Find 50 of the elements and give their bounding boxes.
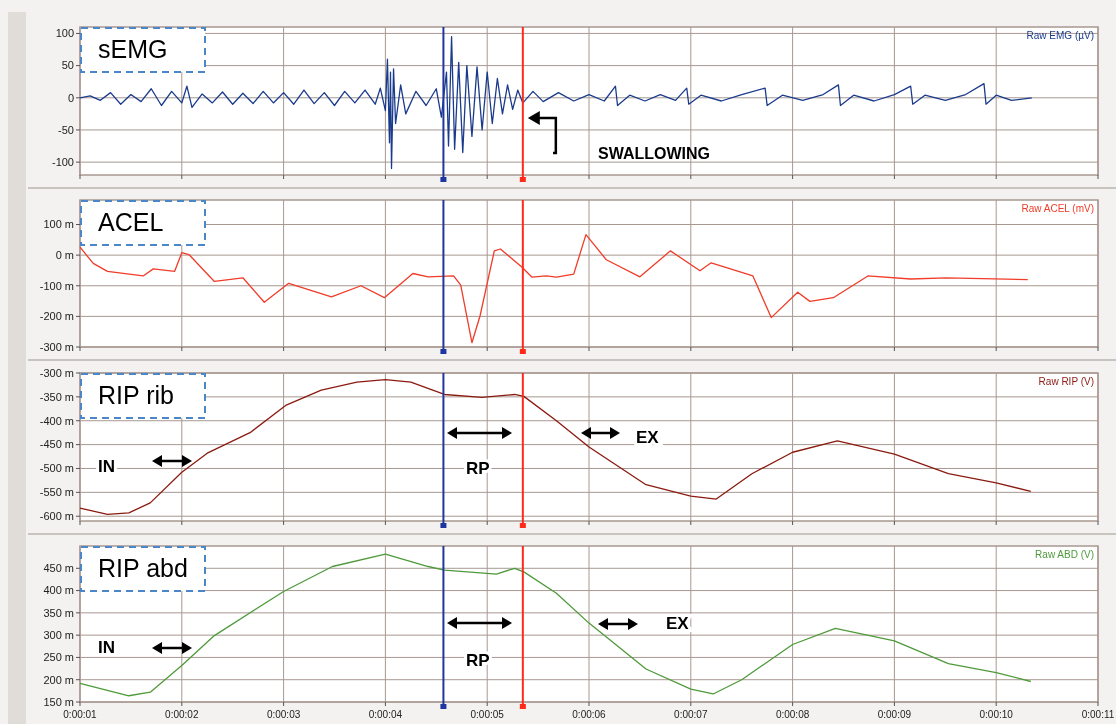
annotation: EX: [636, 428, 660, 447]
y-tick-label: -350 m: [39, 390, 74, 403]
x-tick-label: 0:00:05: [470, 709, 505, 720]
chart-title: sEMG: [98, 35, 168, 63]
y-tick-label: 150 m: [43, 695, 74, 708]
x-tick-label: 0:00:03: [266, 709, 301, 720]
x-tick-label: 0:00:06: [572, 709, 607, 720]
y-tick-label: 0 m: [55, 248, 74, 261]
y-tick-label: 100: [55, 27, 74, 40]
text: Raw RIP (V): [1038, 376, 1094, 387]
y-tick-label: 250 m: [43, 651, 74, 664]
y-tick-label: -200 m: [39, 310, 74, 323]
y-tick-label: -500 m: [39, 462, 74, 475]
y-tick-label: 0: [67, 91, 74, 104]
chart-title: RIP abd: [98, 554, 188, 582]
y-tick-label: 200 m: [43, 673, 74, 686]
y-tick-label: -550 m: [39, 486, 74, 499]
x-tick-label: 0:00:02: [165, 709, 199, 720]
x-tick-label: 0:00:10: [979, 709, 1014, 720]
annotation: EX: [666, 614, 690, 633]
x-tick-label: 0:00:11: [1081, 709, 1115, 720]
text: Raw ACEL (mV): [1021, 203, 1094, 214]
x-tick-label: 0:00:09: [877, 709, 912, 720]
chart-title: RIP rib: [98, 381, 174, 409]
x-tick-label: 0:00:07: [674, 709, 708, 720]
y-tick-label: 450 m: [43, 562, 74, 575]
y-tick-label: -600 m: [39, 510, 74, 523]
y-tick-label: 400 m: [43, 584, 74, 597]
y-tick-label: -300 m: [39, 366, 74, 379]
text: Raw EMG (µV): [1026, 30, 1094, 41]
y-tick-label: -100 m: [39, 279, 74, 292]
x-tick-label: 0:00:01: [63, 709, 98, 720]
y-tick-label: -300 m: [39, 340, 74, 353]
x-tick-label: 0:00:04: [368, 709, 403, 720]
y-tick-label: -450 m: [39, 438, 74, 451]
annotation: SWALLOWING: [598, 145, 710, 162]
y-tick-label: -100: [51, 155, 74, 168]
annotation: IN: [98, 457, 115, 476]
annotation: RP: [466, 651, 490, 670]
text: Raw ABD (V): [1035, 549, 1094, 560]
y-tick-label: 350 m: [43, 606, 74, 619]
annotation: RP: [466, 459, 490, 478]
annotation: IN: [98, 638, 115, 657]
y-tick-label: 50: [61, 59, 74, 72]
y-tick-label: 100 m: [43, 218, 74, 231]
x-tick-label: 0:00:08: [775, 709, 810, 720]
y-tick-label: 300 m: [43, 628, 74, 641]
chart-title: ACEL: [98, 208, 164, 236]
y-tick-label: -50: [58, 123, 74, 136]
y-tick-label: -400 m: [39, 414, 74, 427]
